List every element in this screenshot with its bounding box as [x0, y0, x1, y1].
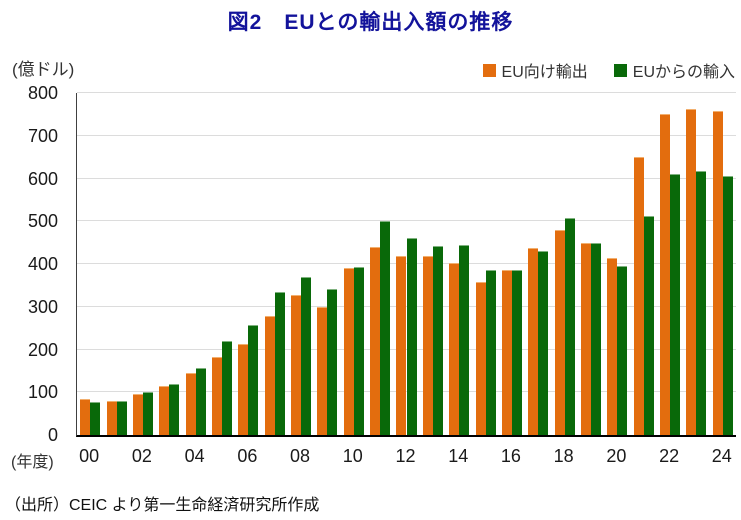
bar-import-01	[116, 400, 127, 435]
bar-export-02	[132, 394, 143, 435]
bar-export-04	[185, 373, 196, 435]
bar-export-10	[343, 268, 354, 435]
y-axis-tick-label: 500	[27, 211, 58, 232]
bar-export-17	[528, 247, 539, 435]
bar-import-06	[248, 325, 259, 435]
y-axis-tick-label: 700	[27, 125, 58, 146]
gridline	[77, 92, 736, 93]
x-axis-tick-label: 08	[290, 446, 311, 466]
bar-export-13	[422, 255, 433, 435]
x-axis-tick-label: 02	[131, 446, 152, 466]
imports-swatch-icon	[613, 63, 627, 77]
bar-import-19	[591, 242, 602, 435]
bar-export-21	[633, 156, 644, 435]
x-axis-tick-label: 22	[659, 446, 680, 466]
bar-export-01	[106, 400, 117, 435]
bar-export-07	[264, 315, 275, 435]
bar-import-17	[538, 250, 549, 435]
x-axis-tick-label: 14	[448, 446, 469, 466]
bar-import-15	[485, 269, 496, 435]
x-axis-tick-label: 10	[342, 446, 363, 466]
bar-import-02	[142, 392, 153, 435]
legend-item-imports: EUからの輸入	[613, 58, 735, 82]
bar-export-09	[317, 307, 328, 435]
legend-item-exports: EU向け輸出	[482, 58, 588, 82]
bar-export-19	[581, 242, 592, 435]
y-axis-tick-label: 100	[27, 382, 58, 403]
bar-export-16	[501, 269, 512, 435]
x-axis-tick-label: 16	[500, 446, 521, 466]
exports-swatch-icon	[482, 63, 496, 77]
bar-import-00	[90, 402, 101, 435]
y-axis-unit-label: (億ドル)	[12, 60, 75, 79]
bar-import-20	[617, 265, 628, 435]
y-axis-tick-label: 300	[27, 296, 58, 317]
bar-import-12	[406, 238, 417, 435]
bar-export-18	[554, 229, 565, 435]
y-axis-tick-label: 400	[27, 254, 58, 274]
bar-import-11	[380, 221, 391, 435]
bar-import-24	[722, 175, 733, 435]
x-axis-tick-label: 00	[79, 446, 100, 466]
x-axis-tick-label: 20	[606, 446, 627, 466]
gridline	[77, 134, 736, 136]
source-note: （出所）CEIC より第一生命経済研究所作成	[5, 497, 320, 514]
y-axis-tick-label: 0	[47, 425, 58, 445]
gridline	[77, 220, 736, 222]
bar-import-08	[301, 277, 312, 435]
bar-export-03	[159, 386, 170, 435]
bar-import-14	[459, 245, 470, 435]
bar-export-20	[607, 258, 618, 435]
bar-import-18	[564, 217, 575, 435]
bar-export-11	[370, 246, 381, 435]
bar-import-13	[432, 246, 443, 435]
chart-title: 図2 EUとの輸出入額の推移	[227, 11, 514, 34]
x-axis-unit-label: (年度)	[11, 454, 54, 471]
legend-label-exports: EU向け輸出	[501, 64, 588, 81]
bar-import-04	[195, 368, 206, 435]
bar-export-06	[238, 344, 249, 435]
bar-export-14	[449, 263, 460, 435]
bar-export-23	[686, 109, 697, 435]
bar-import-21	[643, 215, 654, 435]
bar-import-10	[353, 267, 364, 435]
x-axis-tick-label: 18	[553, 446, 574, 466]
bar-import-16	[511, 269, 522, 435]
bar-import-22	[670, 173, 681, 435]
bar-export-22	[660, 114, 671, 435]
x-axis-tick-label: 06	[237, 446, 258, 466]
y-axis-tick-label: 800	[27, 83, 58, 103]
chart-legend: EU向け輸出 EUからの輸入	[482, 58, 735, 82]
bar-export-05	[211, 357, 222, 435]
bar-import-05	[221, 340, 232, 435]
x-axis-tick-label: 12	[395, 446, 416, 466]
gridline	[77, 177, 736, 179]
legend-label-imports: EUからの輸入	[632, 64, 735, 81]
bar-import-23	[696, 171, 707, 435]
bar-export-24	[712, 110, 723, 435]
bar-export-00	[80, 398, 91, 435]
y-axis-tick-label: 600	[27, 168, 58, 189]
x-axis-tick-label: 24	[711, 446, 732, 466]
bar-import-09	[327, 288, 338, 435]
bar-import-03	[169, 384, 180, 435]
y-axis-tick-label: 200	[27, 339, 58, 360]
plot-area	[76, 92, 736, 437]
bar-export-15	[475, 281, 486, 435]
bar-import-07	[274, 291, 285, 435]
bar-export-08	[291, 294, 302, 435]
bar-export-12	[396, 255, 407, 435]
x-axis-tick-label: 04	[184, 446, 205, 466]
